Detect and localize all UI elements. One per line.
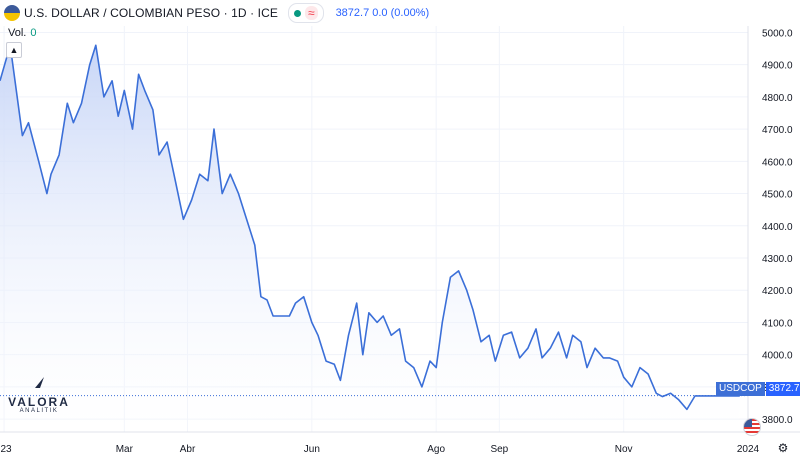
chevron-up-icon[interactable]: ▲: [6, 42, 22, 58]
price-line: [0, 44, 740, 411]
y-tick-label: 4400.0: [762, 222, 793, 233]
volume-value: 0: [30, 27, 37, 39]
y-tick-label: 4700.0: [762, 125, 793, 136]
price-tag-symbol: USDCOP: [716, 382, 765, 396]
price-area: [0, 45, 740, 433]
gear-icon[interactable]: ⚙: [777, 441, 789, 455]
y-tick-label: 3800.0: [762, 415, 793, 426]
price-tag-value: 3872.7: [765, 382, 800, 396]
y-tick-label: 4200.0: [762, 286, 793, 297]
approx-icon: ≈: [304, 6, 318, 20]
x-tick-label: Sep: [490, 444, 508, 455]
currency-flag-icon: [4, 5, 20, 21]
last-price-tag: USDCOP 3872.7: [716, 382, 800, 396]
market-open-icon: [293, 9, 301, 17]
market-status-pill[interactable]: ≈: [287, 3, 324, 23]
x-tick-label: Nov: [615, 444, 633, 455]
y-tick-label: 4100.0: [762, 318, 793, 329]
x-tick-label: Mar: [116, 444, 134, 455]
us-flag-icon[interactable]: [743, 418, 761, 436]
x-tick-label: 2024: [737, 444, 760, 455]
chart-header: U.S. DOLLAR / COLOMBIAN PESO · 1D · ICE …: [0, 0, 429, 26]
y-tick-label: 4900.0: [762, 61, 793, 72]
logo-name: VALORA: [8, 395, 70, 409]
x-tick-label: Abr: [180, 444, 196, 455]
y-tick-label: 4000.0: [762, 351, 793, 362]
price-readout: 3872.7 0.0 (0.00%): [335, 7, 430, 19]
valora-logo-icon: [35, 377, 44, 388]
symbol-title[interactable]: U.S. DOLLAR / COLOMBIAN PESO · 1D · ICE: [24, 6, 278, 20]
valora-logo: VALORA ANALITIK: [8, 376, 70, 414]
y-tick-label: 5000.0: [762, 28, 793, 39]
x-tick-label: Ago: [427, 444, 445, 455]
y-tick-label: 4300.0: [762, 254, 793, 265]
x-tick-label: Jun: [304, 444, 320, 455]
y-tick-label: 4800.0: [762, 93, 793, 104]
volume-label: Vol.: [8, 27, 27, 39]
y-tick-label: 4500.0: [762, 190, 793, 201]
y-axis: 3800.03900.04000.04100.04200.04300.04400…: [747, 26, 793, 432]
logo-subtitle: ANALITIK: [19, 408, 59, 414]
y-tick-label: 4600.0: [762, 157, 793, 168]
x-tick-label: 23: [0, 444, 12, 455]
x-axis: 23 Mar Abr Jun Ago Sep Nov 2024: [0, 431, 800, 455]
volume-legend: Vol. 0: [8, 27, 36, 39]
